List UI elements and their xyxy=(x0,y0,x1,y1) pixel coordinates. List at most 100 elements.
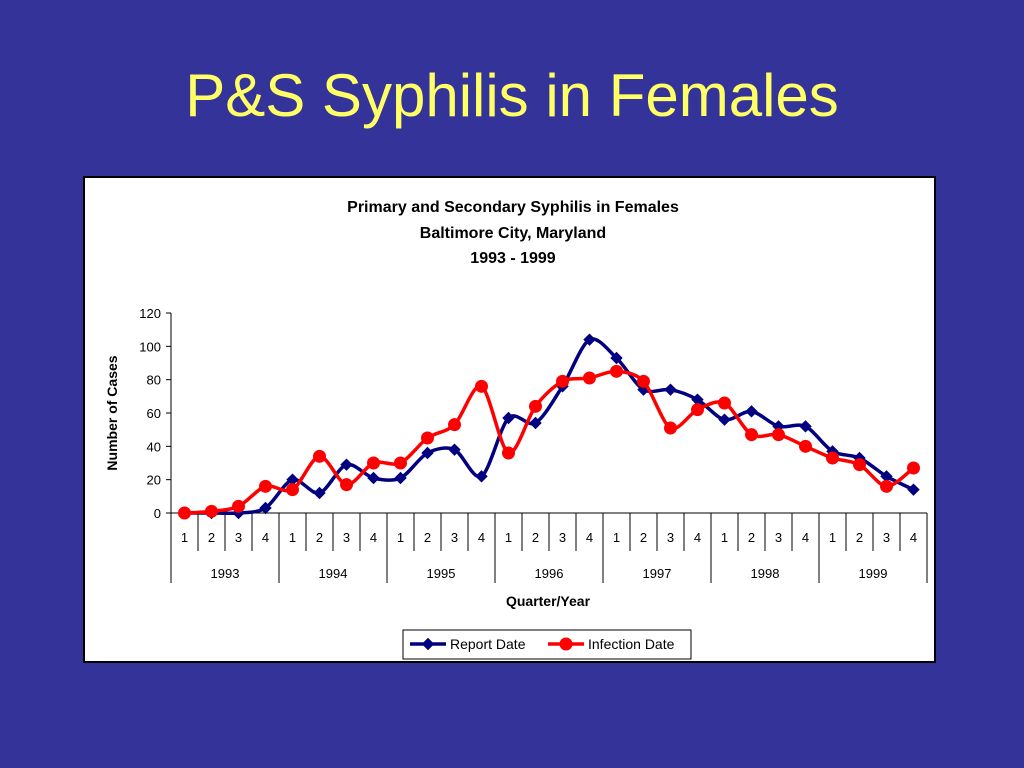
quarter-label: 1 xyxy=(397,530,404,545)
quarter-label: 4 xyxy=(910,530,917,545)
data-point-report-date xyxy=(313,486,326,500)
quarter-label: 4 xyxy=(586,530,593,545)
year-label: 1999 xyxy=(859,566,888,581)
data-point-infection-date xyxy=(421,431,434,445)
data-point-infection-date xyxy=(637,374,650,388)
y-axis-title: Number of Cases xyxy=(104,355,120,470)
quarter-label: 3 xyxy=(883,530,890,545)
data-point-report-date xyxy=(475,470,488,483)
data-point-infection-date xyxy=(394,456,407,470)
axes: 0 20 40 60 80 100 120 1 2 3 4 1 2 3 4 1 2 3 4 1 2 3 4 1 2 3 4 1 2 3 4 1… xyxy=(139,306,928,583)
data-point-infection-date xyxy=(232,499,245,513)
legend-label-report-date: Report Date xyxy=(450,636,526,652)
series-line-report-date xyxy=(184,337,915,516)
series-infection-date xyxy=(178,364,920,520)
quarter-label: 2 xyxy=(208,530,215,545)
data-point-report-date xyxy=(745,405,758,418)
chart-subtitle-location: Baltimore City, Maryland xyxy=(420,225,606,242)
quarter-label: 2 xyxy=(748,530,755,545)
data-point-infection-date xyxy=(799,439,812,453)
data-point-report-date xyxy=(907,483,920,496)
quarter-label: 3 xyxy=(775,530,782,545)
x-axis-title: Quarter/Year xyxy=(506,593,591,609)
quarter-label: 1 xyxy=(721,530,728,545)
data-point-report-date xyxy=(394,471,407,485)
data-point-infection-date xyxy=(853,458,866,472)
data-point-report-date xyxy=(799,420,812,433)
quarter-label: 1 xyxy=(505,530,512,545)
legend-marker-infection-date xyxy=(559,637,573,651)
quarter-label: 1 xyxy=(613,530,620,545)
series-layer xyxy=(178,333,920,520)
data-point-infection-date xyxy=(205,504,218,518)
y-tick-label: 0 xyxy=(154,506,161,521)
legend: Report Date Infection Date xyxy=(402,629,692,660)
data-point-infection-date xyxy=(583,371,596,385)
slide-title: P&S Syphilis in Females xyxy=(185,62,839,129)
quarter-label: 3 xyxy=(235,530,242,545)
year-label: 1996 xyxy=(535,566,564,581)
data-point-infection-date xyxy=(691,403,704,417)
year-label: 1993 xyxy=(211,566,240,581)
data-point-infection-date xyxy=(340,478,353,492)
y-tick-label: 80 xyxy=(147,373,161,388)
data-point-infection-date xyxy=(610,364,623,378)
quarter-label: 2 xyxy=(640,530,647,545)
data-point-infection-date xyxy=(664,421,677,435)
data-point-report-date xyxy=(610,351,623,365)
legend-marker-report-date xyxy=(421,637,435,651)
data-point-report-date xyxy=(718,413,731,426)
data-point-report-date xyxy=(421,446,434,460)
data-point-infection-date xyxy=(718,396,731,410)
data-point-infection-date xyxy=(556,374,569,388)
quarter-label: 3 xyxy=(343,530,350,545)
series-line-infection-date xyxy=(184,369,915,515)
quarter-label: 4 xyxy=(478,530,485,545)
year-label: 1998 xyxy=(751,566,780,581)
data-point-infection-date xyxy=(475,379,488,393)
data-point-report-date xyxy=(664,383,677,396)
quarter-label: 3 xyxy=(451,530,458,545)
data-point-infection-date xyxy=(286,483,299,497)
data-point-report-date xyxy=(529,416,542,430)
quarter-label: 1 xyxy=(829,530,836,545)
data-point-infection-date xyxy=(313,449,326,463)
quarter-label: 4 xyxy=(262,530,269,545)
data-point-report-date xyxy=(367,471,380,485)
data-point-report-date xyxy=(259,501,272,515)
y-tick-label: 100 xyxy=(139,339,161,354)
y-tick-label: 40 xyxy=(147,439,161,454)
chart-frame: Primary and Secondary Syphilis in Female… xyxy=(83,176,936,663)
data-point-infection-date xyxy=(880,479,893,493)
year-label: 1994 xyxy=(319,566,348,581)
legend-label-infection-date: Infection Date xyxy=(588,636,675,652)
data-point-infection-date xyxy=(772,428,785,442)
data-point-report-date xyxy=(340,458,353,471)
quarter-label: 3 xyxy=(559,530,566,545)
quarter-label: 2 xyxy=(856,530,863,545)
data-point-infection-date xyxy=(178,506,191,520)
year-label: 1997 xyxy=(643,566,672,581)
data-point-report-date xyxy=(448,443,461,456)
quarter-label: 4 xyxy=(370,530,377,545)
line-chart: Primary and Secondary Syphilis in Female… xyxy=(104,199,928,660)
quarter-label: 1 xyxy=(181,530,188,545)
quarter-label: 3 xyxy=(667,530,674,545)
quarter-label: 2 xyxy=(424,530,431,545)
legend-box xyxy=(402,629,692,660)
data-point-infection-date xyxy=(448,418,461,432)
data-point-infection-date xyxy=(907,461,920,475)
data-point-infection-date xyxy=(502,446,515,460)
data-point-infection-date xyxy=(529,399,542,413)
y-tick-label: 120 xyxy=(139,306,161,321)
quarter-label: 2 xyxy=(316,530,323,545)
data-point-infection-date xyxy=(259,479,272,493)
data-point-report-date xyxy=(502,411,515,425)
quarter-label: 2 xyxy=(532,530,539,545)
data-point-infection-date xyxy=(745,428,758,442)
data-point-infection-date xyxy=(367,456,380,470)
y-tick-label: 60 xyxy=(147,406,161,421)
chart-subtitle-years: 1993 - 1999 xyxy=(470,250,556,267)
year-label: 1995 xyxy=(427,566,456,581)
data-point-report-date xyxy=(583,333,596,346)
